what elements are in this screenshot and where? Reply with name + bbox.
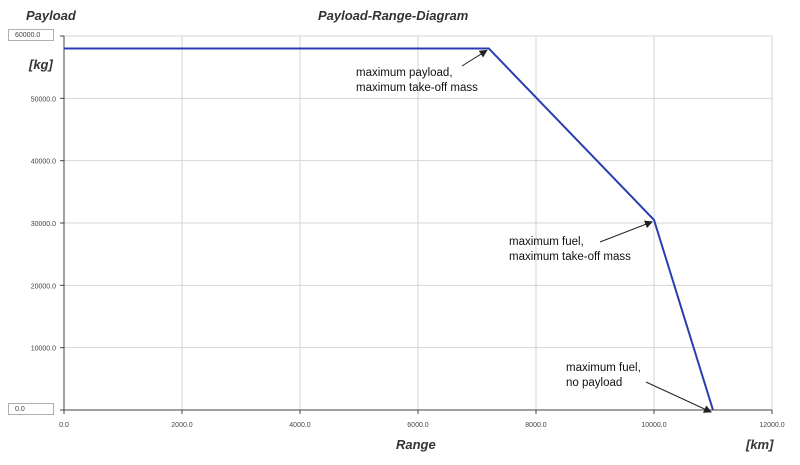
annotation-text: maximum payload, maximum take-off mass: [356, 66, 478, 96]
annotation-line: maximum take-off mass: [356, 82, 478, 94]
x-tick-label: 0.0: [59, 422, 69, 429]
y-tick-label: 20000.0: [31, 283, 56, 290]
y-tick-label: 50000.0: [31, 96, 56, 103]
x-tick-label: 8000.0: [525, 422, 547, 429]
x-tick-label: 12000.0: [759, 422, 784, 429]
y-tick-label: 10000.0: [31, 346, 56, 353]
y-tick-label: 40000.0: [31, 159, 56, 166]
y-axis-unit: [kg]: [29, 57, 53, 72]
x-tick-label: 6000.0: [407, 422, 429, 429]
x-tick-label: 4000.0: [289, 422, 311, 429]
annotation-arrow: [461, 49, 488, 67]
y-tick-label-boxed: 0.0: [8, 403, 54, 415]
x-axis-label: Range: [396, 437, 436, 452]
x-tick-label: 2000.0: [171, 422, 193, 429]
annotation-text: maximum fuel, maximum take-off mass: [509, 235, 631, 265]
x-axis-unit: [km]: [746, 437, 774, 452]
payload-range-line: [64, 47, 714, 411]
y-tick-label: 30000.0: [31, 221, 56, 228]
annotation-line: maximum fuel,: [566, 362, 641, 374]
annotation-arrow: [645, 381, 712, 413]
x-tick-label: 10000.0: [641, 422, 666, 429]
annotation-line: maximum fuel,: [509, 236, 584, 248]
annotation-line: maximum payload,: [356, 67, 453, 79]
annotation-line: no payload: [566, 377, 623, 389]
annotation-line: maximum take-off mass: [509, 251, 631, 263]
y-axis-label: Payload: [26, 8, 76, 23]
y-tick-label-boxed: 60000.0: [8, 29, 54, 41]
chart-title: Payload-Range-Diagram: [318, 8, 469, 23]
annotation-arrow: [599, 220, 653, 243]
annotation-text: maximum fuel, no payload: [566, 361, 641, 391]
